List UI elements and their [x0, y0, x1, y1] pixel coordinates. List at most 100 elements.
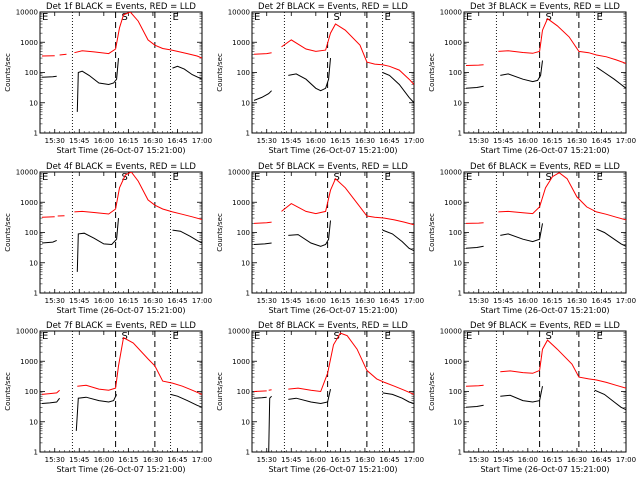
chart-title: Det 2f BLACK = Events, RED = LLD	[258, 2, 408, 12]
x-tick-label: 17:00	[616, 297, 636, 305]
lld-series-line	[74, 172, 202, 220]
x-tick-label: 16:30	[143, 137, 163, 145]
lld-series-line	[281, 177, 414, 226]
x-tick-label: 15:30	[257, 297, 277, 305]
y-tick-label: 10	[241, 99, 250, 107]
chart-panel-7: Det 7f BLACK = Events, RED = LLD Counts/s…	[4, 321, 212, 474]
marker-label: E	[466, 172, 472, 183]
x-tick-label: 15:45	[281, 137, 301, 145]
x-tick-label: 16:00	[306, 297, 326, 305]
events-series-line	[76, 218, 119, 272]
x-axis-label: Start Time (26-Oct-07 15:21:00)	[268, 465, 397, 474]
x-tick-label: 16:45	[379, 137, 399, 145]
x-tick-label: 15:30	[257, 456, 277, 464]
x-tick-label: 16:15	[118, 456, 138, 464]
y-tick-label: 100	[237, 229, 250, 237]
y-tick-label: 1000	[232, 39, 250, 47]
x-tick-label: 16:15	[330, 137, 350, 145]
y-tick-label: 1	[246, 449, 250, 457]
events-series-line	[382, 392, 414, 404]
y-tick-label: 10	[453, 259, 462, 267]
chart-panel-1: Det 1f BLACK = Events, RED = LLD Counts/s…	[4, 2, 212, 155]
x-tick-label: 17:00	[616, 137, 636, 145]
x-tick-label: 17:00	[404, 297, 424, 305]
x-tick-label: 16:15	[542, 137, 562, 145]
series-group	[465, 339, 626, 411]
x-tick-label: 17:00	[404, 137, 424, 145]
y-tick-label: 100	[25, 229, 38, 237]
y-tick-label: 10000	[228, 169, 250, 177]
y-tick-label: 1000	[20, 199, 38, 207]
lld-series-line	[500, 339, 626, 389]
y-tick-label: 1000	[232, 358, 250, 366]
series-group	[253, 23, 414, 104]
events-series-line	[382, 72, 414, 104]
x-tick-label: 15:30	[469, 137, 489, 145]
y-tick-label: 1	[34, 449, 38, 457]
plot-frame	[39, 171, 203, 294]
chart-panel-9: Det 9f BLACK = Events, RED = LLD Counts/s…	[428, 321, 636, 474]
marker-label: S	[121, 331, 127, 342]
y-tick-label: 100	[25, 69, 38, 77]
y-tick-label: 10000	[228, 9, 250, 17]
x-tick-label: 16:45	[591, 297, 611, 305]
x-tick-label: 16:15	[542, 297, 562, 305]
events-series-line	[465, 85, 484, 89]
y-tick-label: 1	[246, 130, 250, 138]
y-tick-label: 10	[453, 99, 462, 107]
events-series-line	[465, 245, 484, 249]
marker-label: E	[385, 12, 391, 23]
marker-label: E	[385, 172, 391, 183]
chart-title: Det 4f BLACK = Events, RED = LLD	[46, 162, 196, 172]
y-tick-label: 10	[29, 99, 38, 107]
y-tick-label: 1000	[20, 358, 38, 366]
x-tick-label: 15:45	[69, 297, 89, 305]
x-tick-label: 16:00	[306, 137, 326, 145]
y-tick-label: 1	[458, 449, 462, 457]
marker-label: E	[173, 172, 179, 183]
x-tick-label: 16:30	[567, 297, 587, 305]
y-axis-label: Counts/sec	[216, 372, 224, 411]
chart-panel-4: Det 4f BLACK = Events, RED = LLD Counts/s…	[4, 162, 212, 315]
marker-label: E	[254, 331, 260, 342]
plot-frame	[251, 11, 415, 134]
x-tick-label: 17:00	[616, 456, 636, 464]
x-tick-label: 16:00	[94, 137, 114, 145]
x-tick-label: 15:30	[257, 137, 277, 145]
plot-frame	[463, 11, 627, 134]
y-tick-label: 1000	[232, 199, 250, 207]
marker-label: E	[173, 12, 179, 23]
y-axis-label: Counts/sec	[428, 372, 436, 411]
lld-series-line	[41, 389, 60, 395]
x-axis-label: Start Time (26-Oct-07 15:21:00)	[480, 465, 609, 474]
lld-series-line	[281, 23, 414, 85]
events-series-line	[288, 220, 331, 247]
events-series-line	[596, 66, 626, 89]
x-tick-label: 15:45	[69, 456, 89, 464]
chart-title: Det 3f BLACK = Events, RED = LLD	[470, 2, 620, 12]
x-axis-label: Start Time (26-Oct-07 15:21:00)	[56, 465, 185, 474]
lld-series-line	[253, 221, 272, 224]
x-tick-label: 16:45	[591, 456, 611, 464]
events-series-line	[253, 242, 272, 245]
series-group	[465, 17, 626, 89]
x-tick-label: 15:30	[45, 297, 65, 305]
chart-title: Det 6f BLACK = Events, RED = LLD	[470, 162, 620, 172]
y-tick-label: 1000	[444, 199, 462, 207]
marker-label: E	[254, 172, 260, 183]
events-series-line	[253, 396, 267, 399]
lld-series-line	[74, 12, 202, 59]
x-tick-label: 16:00	[94, 297, 114, 305]
marker-label: E	[173, 331, 179, 342]
y-axis-label: Counts/sec	[4, 53, 12, 92]
y-tick-label: 1000	[20, 39, 38, 47]
x-tick-label: 16:45	[167, 456, 187, 464]
series-group	[41, 336, 202, 431]
y-tick-label: 100	[449, 388, 462, 396]
marker-label: E	[385, 331, 391, 342]
x-tick-label: 15:45	[493, 297, 513, 305]
marker-label: S	[545, 172, 551, 183]
x-tick-label: 16:45	[379, 456, 399, 464]
series-group	[253, 332, 414, 452]
